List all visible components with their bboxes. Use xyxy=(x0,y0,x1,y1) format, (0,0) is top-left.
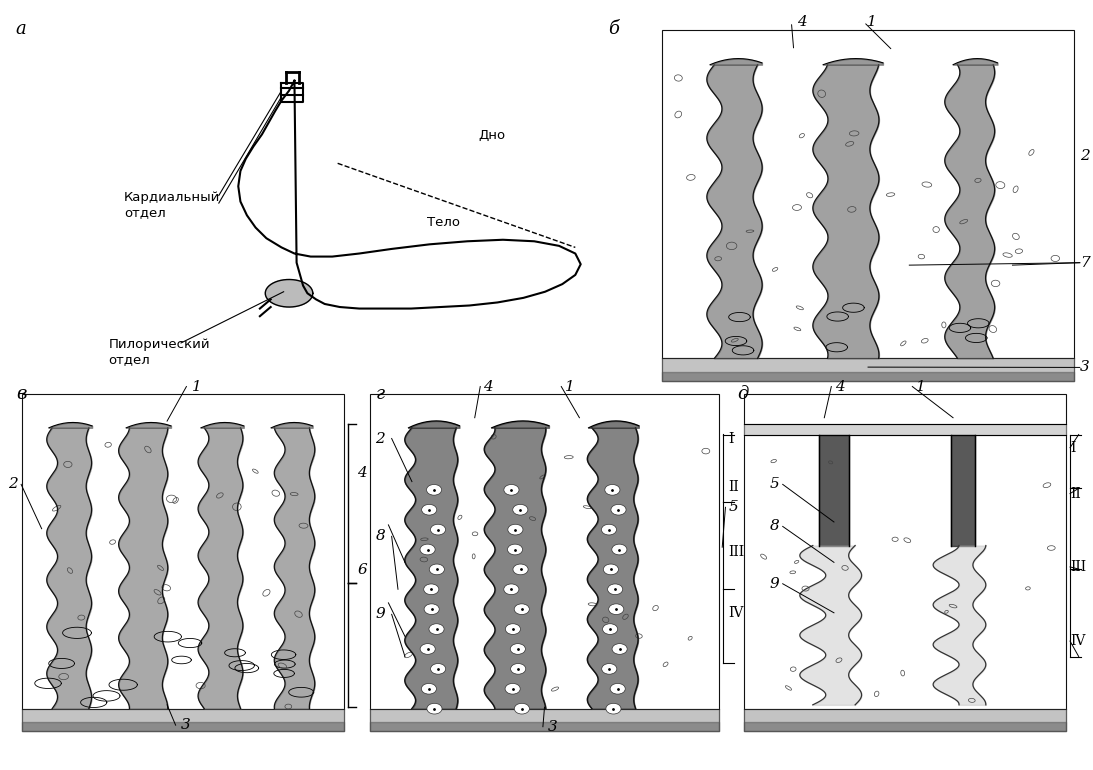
Circle shape xyxy=(507,544,522,555)
Text: Кардиальный
отдел: Кардиальный отдел xyxy=(124,192,220,219)
Text: г: г xyxy=(376,385,385,403)
Circle shape xyxy=(431,524,446,535)
Bar xyxy=(661,29,1074,381)
Text: 7: 7 xyxy=(1080,256,1090,270)
Circle shape xyxy=(606,703,621,714)
Circle shape xyxy=(601,524,616,535)
Circle shape xyxy=(608,584,623,594)
Circle shape xyxy=(431,664,446,675)
Text: в: в xyxy=(15,385,26,403)
Polygon shape xyxy=(282,83,303,102)
Text: 4: 4 xyxy=(357,466,367,480)
Text: д: д xyxy=(738,385,749,403)
Circle shape xyxy=(505,684,520,694)
Circle shape xyxy=(612,644,627,654)
Text: 5: 5 xyxy=(729,500,739,514)
Text: 2: 2 xyxy=(1080,149,1090,162)
Circle shape xyxy=(601,664,616,675)
Text: II: II xyxy=(729,480,740,494)
Circle shape xyxy=(603,564,619,574)
Circle shape xyxy=(424,584,438,594)
Text: 2: 2 xyxy=(376,431,385,446)
Text: 4: 4 xyxy=(835,380,844,393)
Text: 9: 9 xyxy=(376,608,385,621)
Circle shape xyxy=(505,624,520,634)
Circle shape xyxy=(424,604,439,614)
Text: I: I xyxy=(729,431,734,446)
Bar xyxy=(22,394,344,731)
Circle shape xyxy=(510,664,526,675)
Polygon shape xyxy=(266,280,313,307)
Text: 1: 1 xyxy=(564,380,574,393)
Text: 9: 9 xyxy=(769,577,779,591)
Circle shape xyxy=(609,604,624,614)
Circle shape xyxy=(428,624,444,634)
Circle shape xyxy=(612,544,627,555)
Circle shape xyxy=(513,564,528,574)
Circle shape xyxy=(610,684,625,694)
Text: 3: 3 xyxy=(1080,360,1090,374)
Text: III: III xyxy=(1070,560,1086,574)
Circle shape xyxy=(504,584,519,594)
Text: 3: 3 xyxy=(181,718,191,732)
Text: II: II xyxy=(1070,487,1081,500)
Text: IV: IV xyxy=(1070,634,1085,648)
Circle shape xyxy=(602,624,618,634)
Text: Пилорический
отдел: Пилорический отдел xyxy=(108,338,210,366)
Circle shape xyxy=(513,504,528,515)
Text: IV: IV xyxy=(729,606,744,620)
Circle shape xyxy=(515,703,529,714)
Circle shape xyxy=(611,504,626,515)
Text: 1: 1 xyxy=(916,380,926,393)
Text: 6: 6 xyxy=(357,563,367,577)
Bar xyxy=(744,394,1066,731)
Text: Дно: Дно xyxy=(478,129,505,142)
Circle shape xyxy=(430,564,445,574)
Bar xyxy=(371,394,719,731)
Text: Тело: Тело xyxy=(427,216,460,229)
Text: I: I xyxy=(1070,440,1076,454)
Circle shape xyxy=(422,504,437,515)
Text: 8: 8 xyxy=(376,529,385,544)
Text: 1: 1 xyxy=(867,15,877,29)
Text: 2: 2 xyxy=(8,477,17,491)
Circle shape xyxy=(604,484,620,495)
Circle shape xyxy=(427,703,442,714)
Circle shape xyxy=(510,644,526,654)
Text: 4: 4 xyxy=(797,15,807,29)
Text: 3: 3 xyxy=(549,720,559,734)
Circle shape xyxy=(508,524,522,535)
Circle shape xyxy=(421,684,436,694)
Text: а: а xyxy=(15,19,26,38)
Text: 5: 5 xyxy=(769,477,779,491)
Text: 4: 4 xyxy=(483,380,493,393)
Circle shape xyxy=(420,544,435,555)
Circle shape xyxy=(514,604,529,614)
Circle shape xyxy=(504,484,519,495)
Circle shape xyxy=(420,644,435,654)
Text: 8: 8 xyxy=(769,520,779,534)
Circle shape xyxy=(426,484,442,495)
Text: б: б xyxy=(608,19,619,38)
Text: 1: 1 xyxy=(191,380,201,393)
Text: III: III xyxy=(729,544,744,559)
